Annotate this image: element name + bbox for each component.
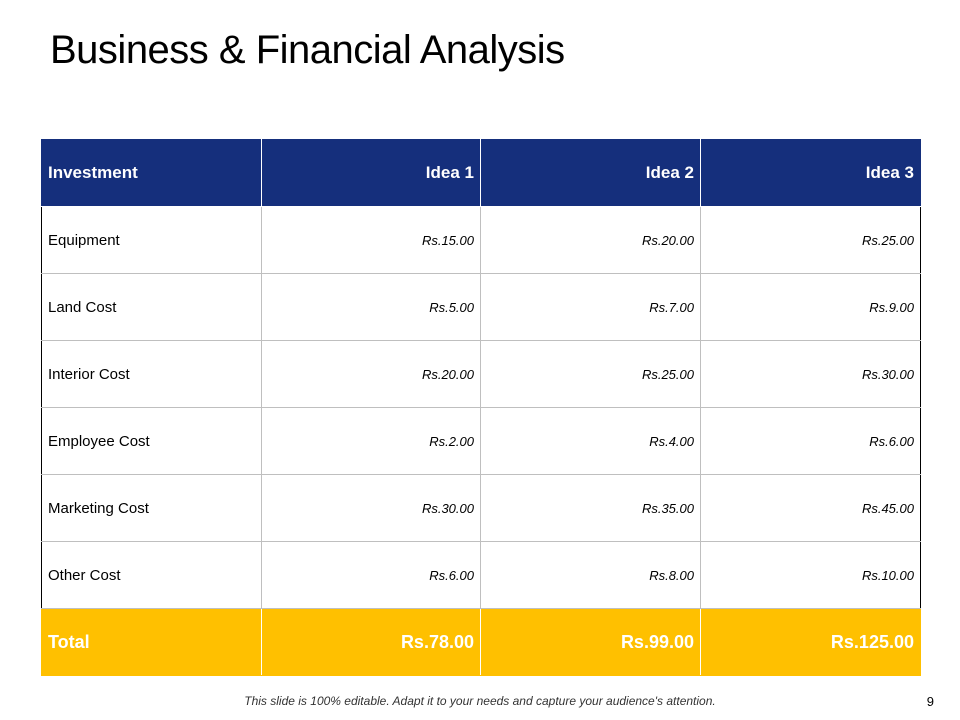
slide-title: Business & Financial Analysis [50,28,565,72]
cell-value: Rs.7.00 [480,273,701,341]
cell-value: Rs.4.00 [480,407,701,475]
total-idea-1: Rs.78.00 [261,608,481,676]
row-label: Land Cost [41,273,262,341]
row-label: Marketing Cost [41,474,262,542]
cell-value: Rs.30.00 [261,474,481,542]
cell-value: Rs.20.00 [480,206,701,274]
header-investment: Investment [41,139,262,207]
cell-value: Rs.10.00 [700,541,921,609]
cell-value: Rs.45.00 [700,474,921,542]
row-label: Employee Cost [41,407,262,475]
row-label: Equipment [41,206,262,274]
cell-value: Rs.9.00 [700,273,921,341]
cell-value: Rs.5.00 [261,273,481,341]
cell-value: Rs.30.00 [700,340,921,408]
total-label: Total [41,608,262,676]
investment-table: Investment Idea 1 Idea 2 Idea 3 Equipmen… [41,139,921,676]
table-row: Employee Cost Rs.2.00 Rs.4.00 Rs.6.00 [41,407,921,475]
cell-value: Rs.2.00 [261,407,481,475]
header-idea-3: Idea 3 [700,139,921,207]
cell-value: Rs.35.00 [480,474,701,542]
cell-value: Rs.8.00 [480,541,701,609]
total-idea-3: Rs.125.00 [700,608,921,676]
table-header-row: Investment Idea 1 Idea 2 Idea 3 [41,139,921,207]
row-label: Other Cost [41,541,262,609]
cell-value: Rs.20.00 [261,340,481,408]
cell-value: Rs.25.00 [480,340,701,408]
table-row: Marketing Cost Rs.30.00 Rs.35.00 Rs.45.0… [41,474,921,542]
header-idea-2: Idea 2 [480,139,701,207]
table-row: Other Cost Rs.6.00 Rs.8.00 Rs.10.00 [41,541,921,609]
table-row: Equipment Rs.15.00 Rs.20.00 Rs.25.00 [41,206,921,274]
cell-value: Rs.15.00 [261,206,481,274]
row-label: Interior Cost [41,340,262,408]
footer-note: This slide is 100% editable. Adapt it to… [244,694,716,708]
table-row: Land Cost Rs.5.00 Rs.7.00 Rs.9.00 [41,273,921,341]
table-row: Interior Cost Rs.20.00 Rs.25.00 Rs.30.00 [41,340,921,408]
cell-value: Rs.25.00 [700,206,921,274]
total-idea-2: Rs.99.00 [480,608,701,676]
cell-value: Rs.6.00 [261,541,481,609]
total-row: Total Rs.78.00 Rs.99.00 Rs.125.00 [41,608,921,676]
page-number: 9 [926,694,934,709]
cell-value: Rs.6.00 [700,407,921,475]
header-idea-1: Idea 1 [261,139,481,207]
